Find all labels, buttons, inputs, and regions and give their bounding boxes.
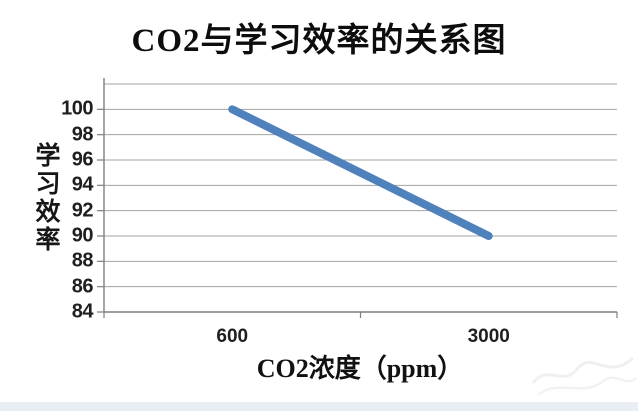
y-axis-tick-label: 86 [71,275,94,298]
chart-title: CO2与学习效率的关系图 [131,23,507,59]
x-axis-tick-label: 3000 [467,326,510,347]
y-axis-tick-label: 90 [71,224,94,247]
watermark-squiggle [531,356,637,396]
y-axis-tick-label: 92 [71,199,94,222]
y-axis-tick-label: 84 [71,300,94,323]
y-axis-tick-label: 88 [71,249,94,272]
y-axis-tick-label: 98 [71,123,94,146]
x-axis-tick-label: 600 [216,326,249,347]
y-axis-tick-label: 94 [71,173,94,196]
y-axis-title: 学习效率 [32,142,59,254]
footer-strip [0,402,638,411]
y-axis-tick-label: 96 [71,148,94,171]
x-axis-title: CO2浓度（ppm） [256,354,464,383]
series-line [228,105,493,240]
y-axis-tick-label: 100 [61,97,93,120]
